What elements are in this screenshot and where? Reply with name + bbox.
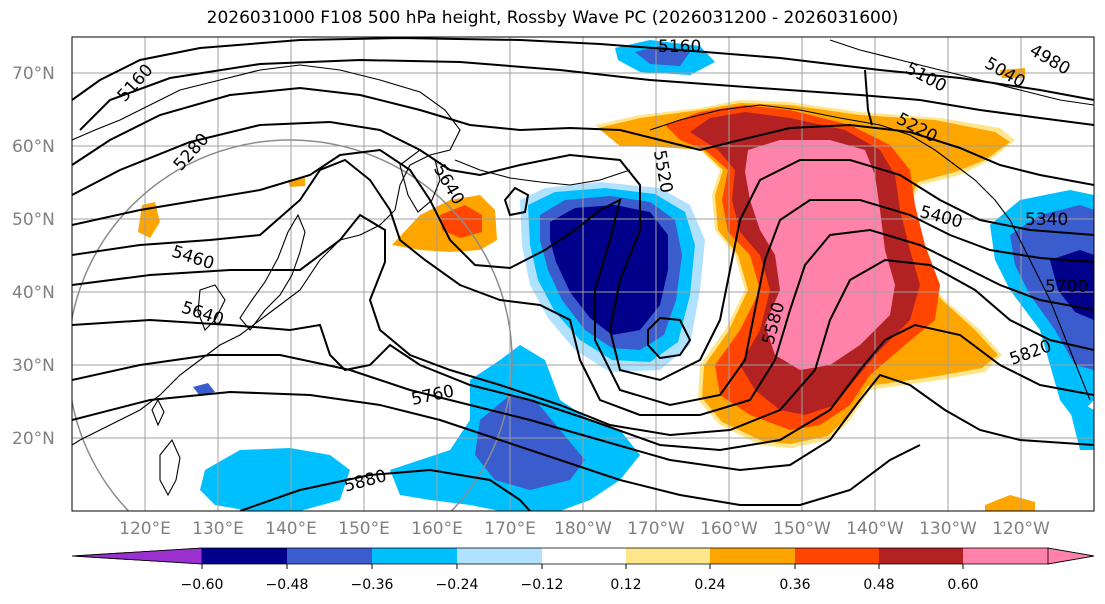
colorbar-bin: [879, 548, 963, 564]
colorbar-tick-label: 0.60: [947, 577, 978, 593]
negative-anomaly-regions: [193, 40, 1094, 511]
colorbar: −0.60 −0.48 −0.36 −0.24 −0.12 0.12 0.24 …: [71, 547, 1095, 593]
contour-line: [503, 186, 530, 217]
coastlines: [72, 39, 1094, 497]
coastline-japan: [239, 213, 306, 331]
warm-region-small-3: [985, 495, 1035, 511]
contour-line: [72, 37, 1094, 101]
colorbar-tick-labels: −0.60 −0.48 −0.36 −0.24 −0.12 0.12 0.24 …: [181, 577, 979, 593]
lat-label: 40°N: [12, 283, 55, 303]
coastline-korea: [197, 284, 226, 331]
contour-line: [72, 318, 1094, 452]
map-frame: [71, 36, 1095, 512]
contour-line: [72, 354, 1094, 472]
lat-label: 70°N: [12, 64, 55, 84]
colorbar-tick-label: 0.24: [694, 577, 725, 593]
colorbar-tick-label: −0.60: [181, 577, 224, 593]
contour-line: [72, 148, 1094, 407]
colorbar-tick-label: −0.48: [266, 577, 309, 593]
contour-line: [72, 86, 1094, 186]
warm-region-main-pink: [745, 140, 895, 370]
colorbar-tick-label: 0.48: [863, 577, 894, 593]
lon-label: 120°E: [119, 519, 171, 539]
blue-region-east: [1010, 205, 1094, 370]
lon-label: 150°W: [773, 519, 831, 539]
blue-region-north-core: [635, 46, 690, 66]
contour-line: [647, 316, 692, 360]
lon-label: 140°W: [846, 519, 904, 539]
height-contours: [72, 37, 1094, 511]
blue-region-dot: [193, 383, 215, 396]
contour-line: [79, 58, 1094, 131]
lon-label: 130°W: [919, 519, 977, 539]
coastline-arctic: [829, 39, 1094, 106]
contour-label: 5340: [1025, 210, 1068, 230]
map-panel: [72, 37, 1094, 511]
colorbar-bin: [457, 548, 542, 564]
coastline-aleutians: [454, 159, 631, 186]
coastline-asia: [72, 64, 461, 446]
region-circle: [72, 139, 513, 511]
warm-region-small-1: [138, 202, 160, 238]
map-title: 2026031000 F108 500 hPa height, Rossby W…: [206, 8, 899, 28]
colorbar-bin: [963, 548, 1048, 564]
colorbar-ticks: [201, 564, 964, 569]
lon-label: 170°E: [484, 519, 536, 539]
lon-label: 170°W: [627, 519, 685, 539]
lon-label: 180°W: [554, 519, 612, 539]
colorbar-tick-label: 0.12: [610, 577, 641, 593]
colorbar-tick-label: −0.24: [436, 577, 479, 593]
contour-line: [72, 213, 1094, 437]
lat-label: 20°N: [12, 429, 55, 449]
colorbar-tick-label: −0.36: [351, 577, 394, 593]
longitude-labels: 120°E 130°E 140°E 150°E 160°E 170°E 180°…: [119, 519, 1050, 539]
colorbar-tick-label: 0.36: [779, 577, 810, 593]
coastline-taiwan: [151, 398, 165, 427]
colorbar-extend-max: [1047, 547, 1095, 565]
coastline-west-coast: [1019, 239, 1091, 401]
lon-label: 120°W: [992, 519, 1050, 539]
lat-label: 50°N: [12, 210, 55, 230]
contour-line: [72, 120, 1094, 382]
contour-label: 5700: [1045, 277, 1088, 297]
contour-line: [864, 69, 873, 126]
lat-label: 30°N: [12, 356, 55, 376]
colorbar-tick-label: −0.12: [521, 577, 564, 593]
colorbar-bin: [710, 548, 795, 564]
contour-line: [239, 468, 531, 511]
lon-label: 150°E: [338, 519, 390, 539]
colorbar-bin: [795, 548, 879, 564]
contour-line: [72, 158, 1094, 416]
colorbar-bin: [542, 548, 626, 564]
blue-region-south-core: [475, 395, 585, 490]
lon-label: 130°E: [192, 519, 244, 539]
colorbar-bin: [202, 548, 287, 564]
contour-label: 5160: [658, 37, 701, 57]
warm-region-west-core: [440, 205, 482, 238]
latitude-labels: 70°N 60°N 50°N 40°N 30°N 20°N: [12, 64, 55, 449]
lat-label: 60°N: [12, 137, 55, 157]
colorbar-bin: [626, 548, 710, 564]
colorbar-extend-min: [71, 547, 203, 565]
colorbar-bin: [287, 548, 372, 564]
colorbar-bin: [372, 548, 457, 564]
lon-label: 160°E: [411, 519, 463, 539]
contour-line: [72, 390, 921, 506]
lon-label: 160°W: [700, 519, 758, 539]
lon-label: 140°E: [265, 519, 317, 539]
blue-region-east-core: [1050, 250, 1094, 320]
blue-region-southwest: [200, 448, 350, 511]
blue-region-central-core: [550, 205, 668, 335]
coastline-philippines: [159, 438, 181, 497]
blue-region-east-low: [1070, 405, 1094, 450]
